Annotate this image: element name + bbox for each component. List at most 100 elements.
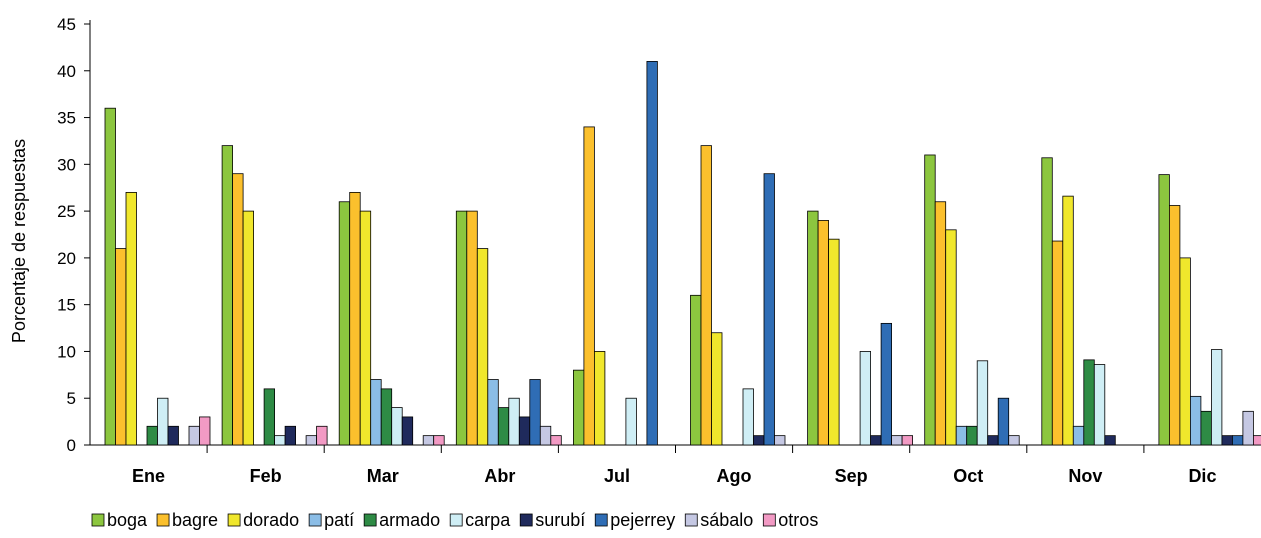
legend-swatch-sábalo bbox=[684, 513, 698, 527]
x-category-label: Jul bbox=[604, 466, 630, 486]
bar-pejerrey-Sep bbox=[880, 322, 892, 446]
bar-surubí-Abr bbox=[518, 416, 531, 446]
legend-label-surubí: surubí bbox=[535, 510, 585, 530]
bar-carpa-Dic bbox=[1211, 349, 1223, 446]
bar-patí-Abr bbox=[487, 379, 499, 446]
bar-armado-Feb bbox=[263, 388, 276, 446]
legend: boga bagre dorado patí armado carpa surubí peje… bbox=[91, 510, 818, 530]
bar-bagre-Jul bbox=[583, 126, 595, 446]
bar-sábalo-Sep bbox=[891, 435, 903, 446]
bar-carpa-Jul bbox=[625, 397, 637, 446]
legend-label-armado: armado bbox=[379, 510, 440, 530]
bar-sábalo-Oct bbox=[1008, 435, 1020, 446]
bar-surubí-Feb bbox=[284, 425, 297, 446]
bar-dorado-Feb bbox=[242, 210, 255, 446]
bar-carpa-Mar bbox=[391, 407, 403, 446]
y-tick-label: 30 bbox=[57, 155, 76, 174]
bar-boga-Dic bbox=[1158, 174, 1170, 446]
bar-otros-Feb bbox=[316, 425, 328, 446]
bar-otros-Sep bbox=[901, 435, 913, 446]
bar-armado-Oct bbox=[966, 425, 978, 446]
bar-bagre-Sep bbox=[817, 220, 829, 446]
bar-armado-Nov bbox=[1083, 359, 1095, 446]
legend-label-pejerrey: pejerrey bbox=[610, 510, 675, 530]
legend-swatch-armado bbox=[363, 513, 377, 527]
bar-bagre-Nov bbox=[1051, 240, 1064, 446]
y-tick-label: 15 bbox=[57, 296, 76, 315]
bar-sábalo-Abr bbox=[539, 425, 552, 446]
x-category-label: Abr bbox=[484, 466, 515, 486]
bar-dorado-Nov bbox=[1062, 195, 1074, 446]
bar-boga-Nov bbox=[1041, 157, 1053, 446]
bar-bagre-Ago bbox=[700, 145, 712, 446]
y-tick-label: 35 bbox=[57, 109, 76, 128]
x-category-label: Nov bbox=[1068, 466, 1102, 486]
bar-dorado-Ago bbox=[711, 332, 723, 446]
bar-surubí-Nov bbox=[1104, 435, 1116, 446]
legend-label-carpa: carpa bbox=[465, 510, 511, 530]
legend-swatch-boga bbox=[91, 513, 105, 527]
bar-surubí-Ago bbox=[753, 435, 765, 446]
x-category-label: Oct bbox=[953, 466, 983, 486]
bar-bagre-Oct bbox=[934, 201, 947, 446]
bar-sábalo-Dic bbox=[1242, 410, 1254, 446]
bar-boga-Sep bbox=[807, 210, 819, 446]
bar-dorado-Ene bbox=[125, 191, 137, 446]
bar-otros-Dic bbox=[1253, 435, 1261, 446]
y-tick-label: 40 bbox=[57, 62, 76, 81]
bar-boga-Ago bbox=[690, 294, 702, 446]
x-category-label: Sep bbox=[835, 466, 868, 486]
bar-carpa-Sep bbox=[859, 351, 871, 446]
legend-label-sábalo: sábalo bbox=[700, 510, 753, 530]
y-axis-title: Porcentaje de respuestas bbox=[9, 139, 29, 343]
bar-dorado-Abr bbox=[476, 248, 489, 446]
bar-dorado-Jul bbox=[594, 351, 606, 446]
bar-carpa-Nov bbox=[1093, 364, 1106, 446]
bar-armado-Ene bbox=[146, 425, 158, 446]
bar-pejerrey-Jul bbox=[646, 61, 658, 446]
legend-swatch-surubí bbox=[519, 513, 533, 527]
bar-surubí-Dic bbox=[1221, 435, 1233, 446]
x-category-label: Dic bbox=[1188, 466, 1216, 486]
bar-carpa-Abr bbox=[508, 397, 520, 446]
bar-dorado-Oct bbox=[945, 229, 957, 446]
legend-swatch-patí bbox=[308, 513, 322, 527]
bar-sábalo-Mar bbox=[422, 435, 435, 446]
bar-pejerrey-Oct bbox=[997, 397, 1010, 446]
bar-carpa-Ene bbox=[157, 397, 169, 446]
bars bbox=[104, 61, 1261, 446]
y-tick-label: 10 bbox=[57, 342, 76, 361]
bar-patí-Mar bbox=[370, 379, 382, 446]
legend-label-boga: boga bbox=[107, 510, 148, 530]
x-category-label: Mar bbox=[367, 466, 399, 486]
bar-carpa-Oct bbox=[976, 360, 989, 446]
x-category-label: Feb bbox=[250, 466, 282, 486]
bar-boga-Mar bbox=[338, 201, 351, 446]
legend-label-otros: otros bbox=[778, 510, 818, 530]
x-category-label: Ene bbox=[132, 466, 165, 486]
bar-surubí-Oct bbox=[987, 435, 999, 446]
bar-armado-Mar bbox=[380, 388, 393, 446]
bar-carpa-Feb bbox=[274, 435, 286, 446]
y-tick-label: 5 bbox=[67, 389, 76, 408]
legend-label-dorado: dorado bbox=[243, 510, 299, 530]
bar-pejerrey-Abr bbox=[529, 379, 541, 446]
y-tick-label: 25 bbox=[57, 202, 76, 221]
bar-dorado-Sep bbox=[828, 238, 840, 446]
legend-swatch-otros bbox=[762, 513, 776, 527]
bar-boga-Jul bbox=[573, 369, 585, 446]
bar-bagre-Feb bbox=[232, 173, 244, 446]
bar-surubí-Ene bbox=[167, 425, 179, 446]
bar-patí-Dic bbox=[1190, 395, 1202, 446]
bar-armado-Abr bbox=[497, 407, 510, 446]
bar-bagre-Ene bbox=[115, 248, 127, 446]
bar-patí-Oct bbox=[955, 425, 968, 446]
bar-bagre-Dic bbox=[1169, 205, 1181, 446]
bar-boga-Abr bbox=[455, 210, 468, 446]
bar-otros-Abr bbox=[550, 435, 562, 446]
bar-bagre-Abr bbox=[466, 210, 478, 446]
legend-label-bagre: bagre bbox=[172, 510, 218, 530]
legend-swatch-bagre bbox=[156, 513, 170, 527]
bar-sábalo-Ene bbox=[188, 425, 200, 446]
